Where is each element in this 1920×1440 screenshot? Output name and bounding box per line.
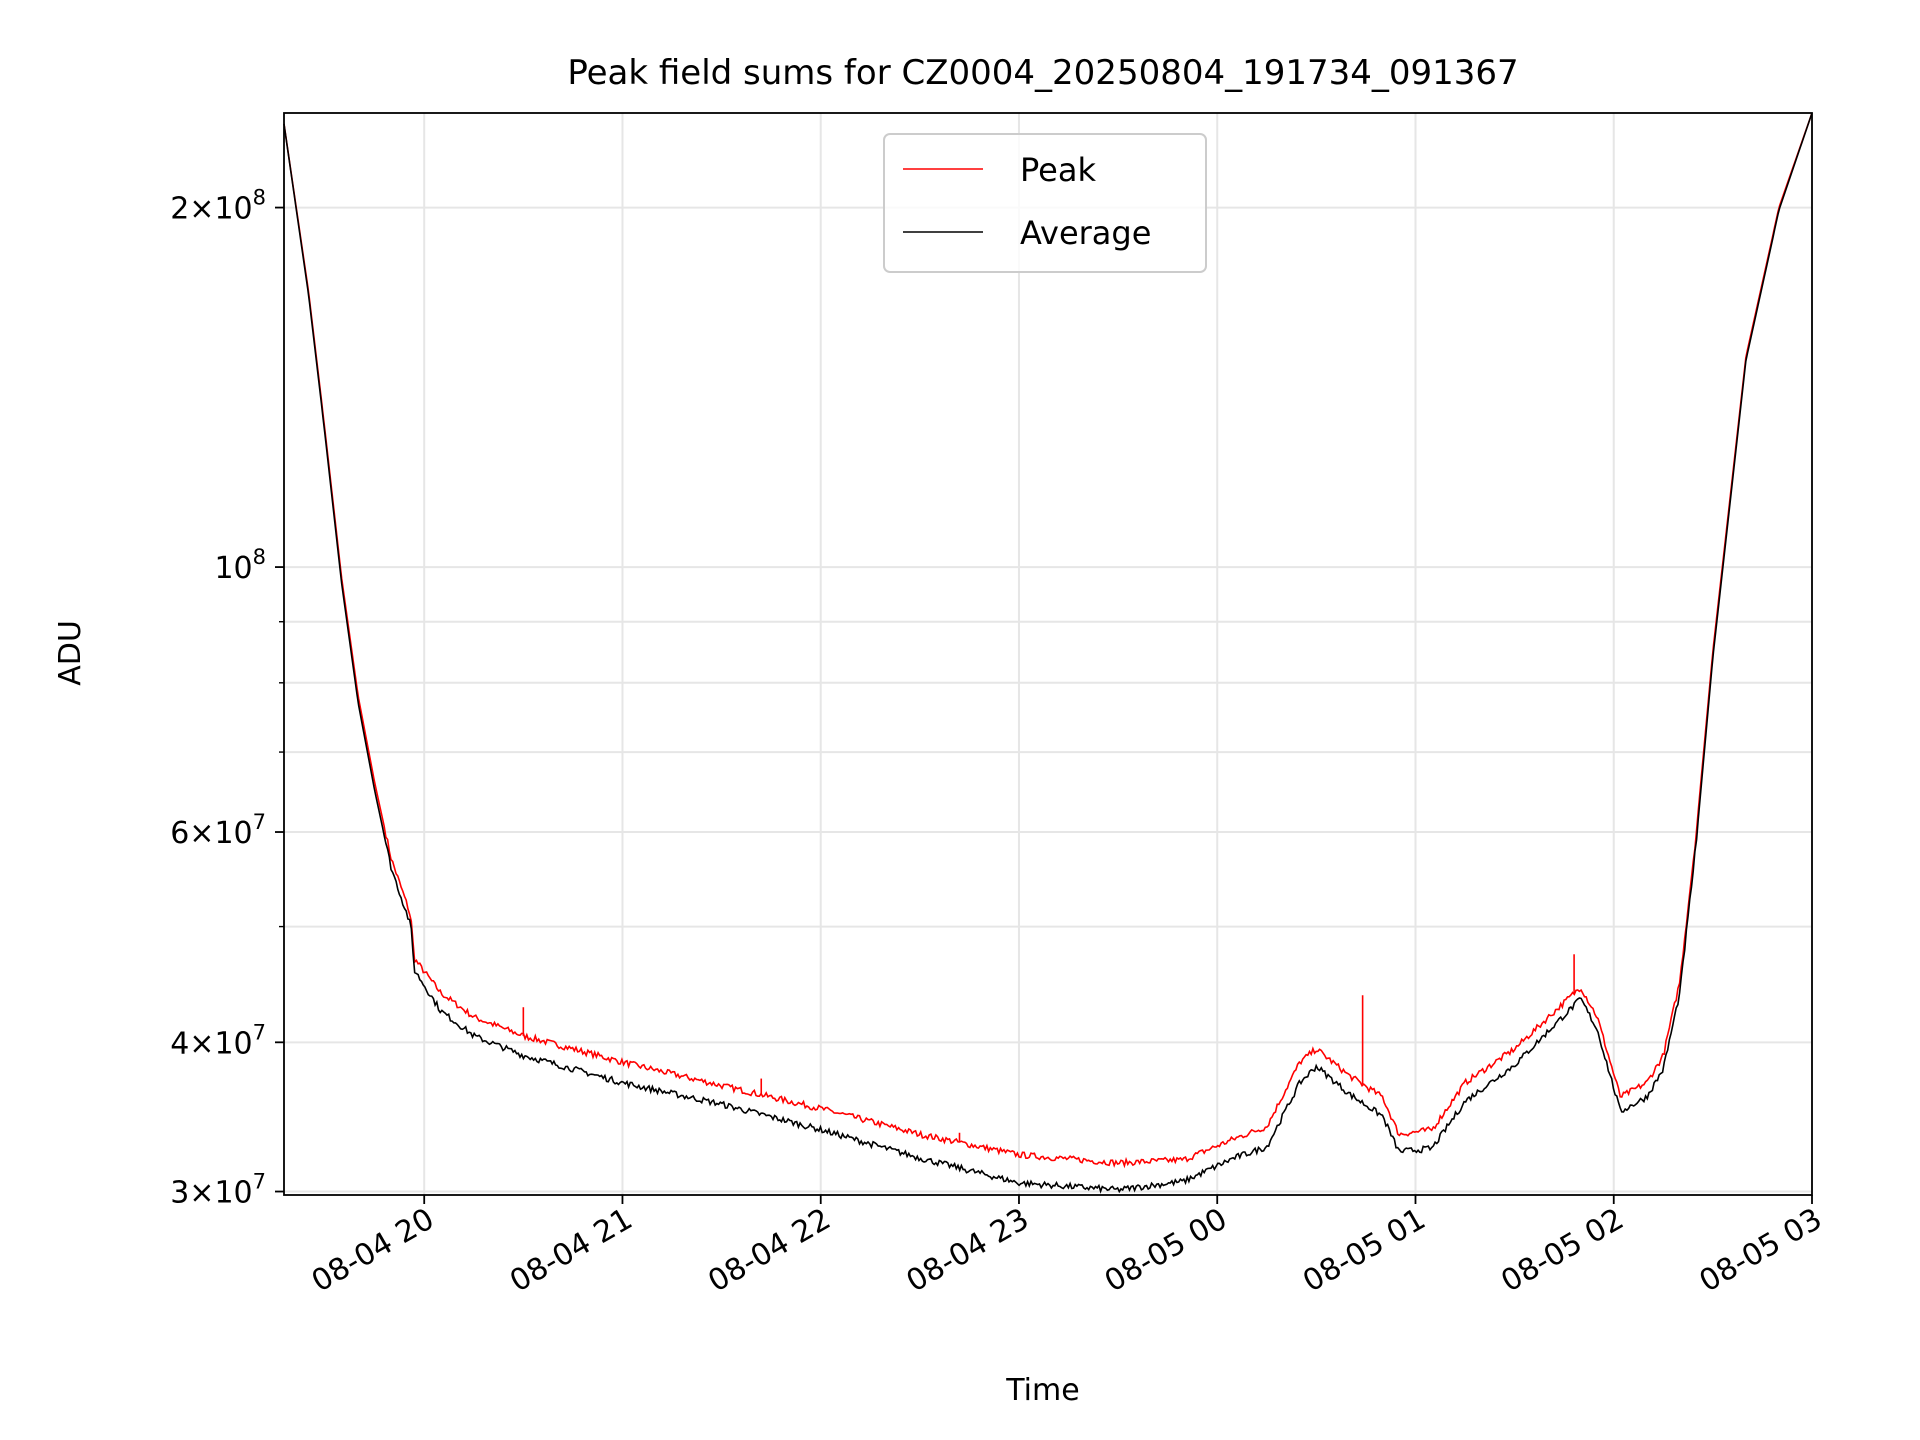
plot-frame xyxy=(283,112,1813,1196)
y-tick-label: 6×107 xyxy=(170,810,266,851)
series-layer xyxy=(283,112,1813,1194)
y-axis-label: ADU xyxy=(53,620,88,686)
chart-title: Peak field sums for CZ0004_20250804_1917… xyxy=(567,53,1518,93)
series-line-peak xyxy=(283,112,1813,1169)
y-axis: 3×107 4×107 6×107 108 2×108 xyxy=(170,186,284,1211)
y-tick-label: 3×107 xyxy=(170,1170,266,1211)
legend: Peak Average xyxy=(883,133,1207,273)
series-line-average xyxy=(283,112,1813,1194)
legend-peak-label: Peak xyxy=(1020,151,1096,189)
legend-average-label: Average xyxy=(1020,214,1151,252)
y-tick-label: 2×108 xyxy=(170,186,266,227)
x-axis-label: Time xyxy=(1005,1373,1079,1408)
y-tick-label: 4×107 xyxy=(170,1020,266,1061)
y-tick-label: 108 xyxy=(214,545,266,586)
